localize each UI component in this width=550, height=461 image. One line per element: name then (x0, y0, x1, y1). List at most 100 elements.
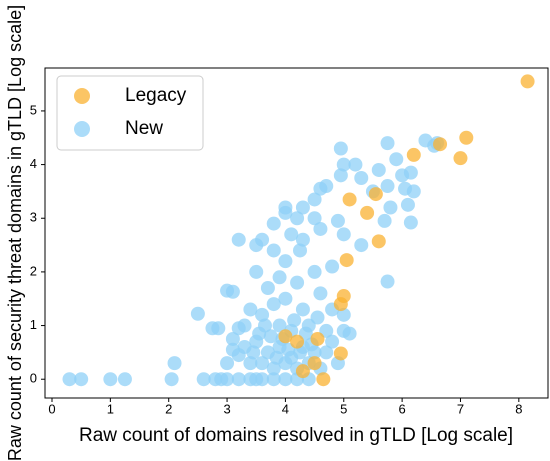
point (377, 213, 392, 228)
legend-marker (74, 121, 90, 137)
point (459, 130, 474, 145)
legend: Legacy New (56, 75, 204, 151)
point (255, 307, 270, 322)
point (360, 205, 375, 220)
point (342, 326, 357, 341)
point (342, 192, 357, 207)
point (336, 227, 351, 242)
point (249, 238, 264, 253)
point (307, 192, 322, 207)
point (389, 152, 404, 167)
point (295, 232, 310, 247)
point (246, 345, 261, 360)
point (269, 350, 284, 365)
point (266, 243, 281, 258)
point (336, 307, 351, 322)
point (453, 151, 468, 166)
point (333, 346, 348, 361)
point (225, 331, 240, 346)
point (293, 345, 308, 360)
point (278, 329, 293, 344)
point (310, 310, 325, 325)
point (284, 227, 299, 242)
x-tick-label: 0 (48, 401, 55, 416)
point (295, 200, 310, 215)
point (406, 147, 421, 162)
y-tick-label: 2 (30, 263, 37, 278)
point (380, 136, 395, 151)
point (167, 356, 182, 371)
x-tick-label: 1 (107, 401, 114, 416)
point (307, 211, 322, 226)
point (290, 334, 305, 349)
point (339, 253, 354, 268)
plot (62, 74, 535, 387)
point (290, 211, 305, 226)
point (225, 342, 240, 357)
point (231, 232, 246, 247)
point (214, 372, 229, 387)
point (406, 184, 421, 199)
point (266, 216, 281, 231)
point (196, 372, 211, 387)
point (354, 171, 369, 185)
point (333, 168, 348, 183)
point (325, 334, 340, 349)
point (266, 361, 281, 376)
axes-frame (44, 67, 549, 399)
x-axis-label: Raw count of domains resolved in gTLD [L… (79, 425, 513, 446)
point (400, 197, 415, 212)
point (287, 313, 302, 328)
y-tick-label: 1 (30, 317, 37, 332)
point (433, 137, 448, 152)
point (237, 318, 252, 333)
point (278, 372, 293, 387)
point (249, 264, 264, 279)
legend-marker (74, 88, 90, 104)
point (520, 74, 535, 89)
point (272, 318, 287, 333)
point (307, 264, 322, 279)
point (278, 200, 293, 215)
point (74, 372, 89, 387)
point (117, 372, 132, 387)
x-tick-label: 4 (282, 401, 289, 416)
point (266, 372, 281, 387)
point (231, 372, 246, 387)
point (257, 318, 272, 333)
point (354, 238, 369, 253)
x-tick-label: 5 (340, 401, 347, 416)
point (62, 372, 77, 387)
point (333, 141, 348, 156)
point (249, 372, 264, 387)
point (310, 331, 325, 346)
point (371, 162, 386, 177)
point (395, 168, 410, 183)
point (190, 306, 205, 321)
point (325, 259, 340, 274)
point (295, 302, 310, 317)
point (319, 345, 334, 360)
x-tick-label: 8 (515, 401, 522, 416)
point (260, 281, 275, 295)
point (290, 275, 305, 290)
x-tick-label: 3 (223, 401, 230, 416)
y-tick-label: 4 (30, 156, 37, 171)
point (243, 356, 258, 371)
point (313, 221, 328, 236)
point (380, 274, 395, 289)
point (278, 254, 293, 269)
y-tick-label: 3 (30, 210, 37, 225)
point (368, 187, 383, 202)
point (103, 372, 118, 387)
point (380, 179, 395, 194)
x-tick-label: 7 (457, 401, 464, 416)
point (319, 179, 334, 194)
point (371, 234, 386, 249)
point (307, 356, 322, 371)
point (403, 215, 418, 230)
y-axis-label: Raw count of security threat domains in … (5, 5, 25, 461)
point (330, 213, 345, 228)
point (313, 286, 328, 301)
